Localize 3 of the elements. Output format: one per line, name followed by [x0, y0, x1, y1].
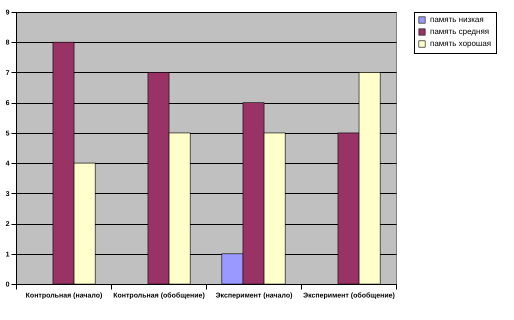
legend-label: память хорошая [430, 39, 492, 48]
legend-label: память низкая [430, 15, 484, 24]
legend-label: память средняя [430, 27, 490, 36]
